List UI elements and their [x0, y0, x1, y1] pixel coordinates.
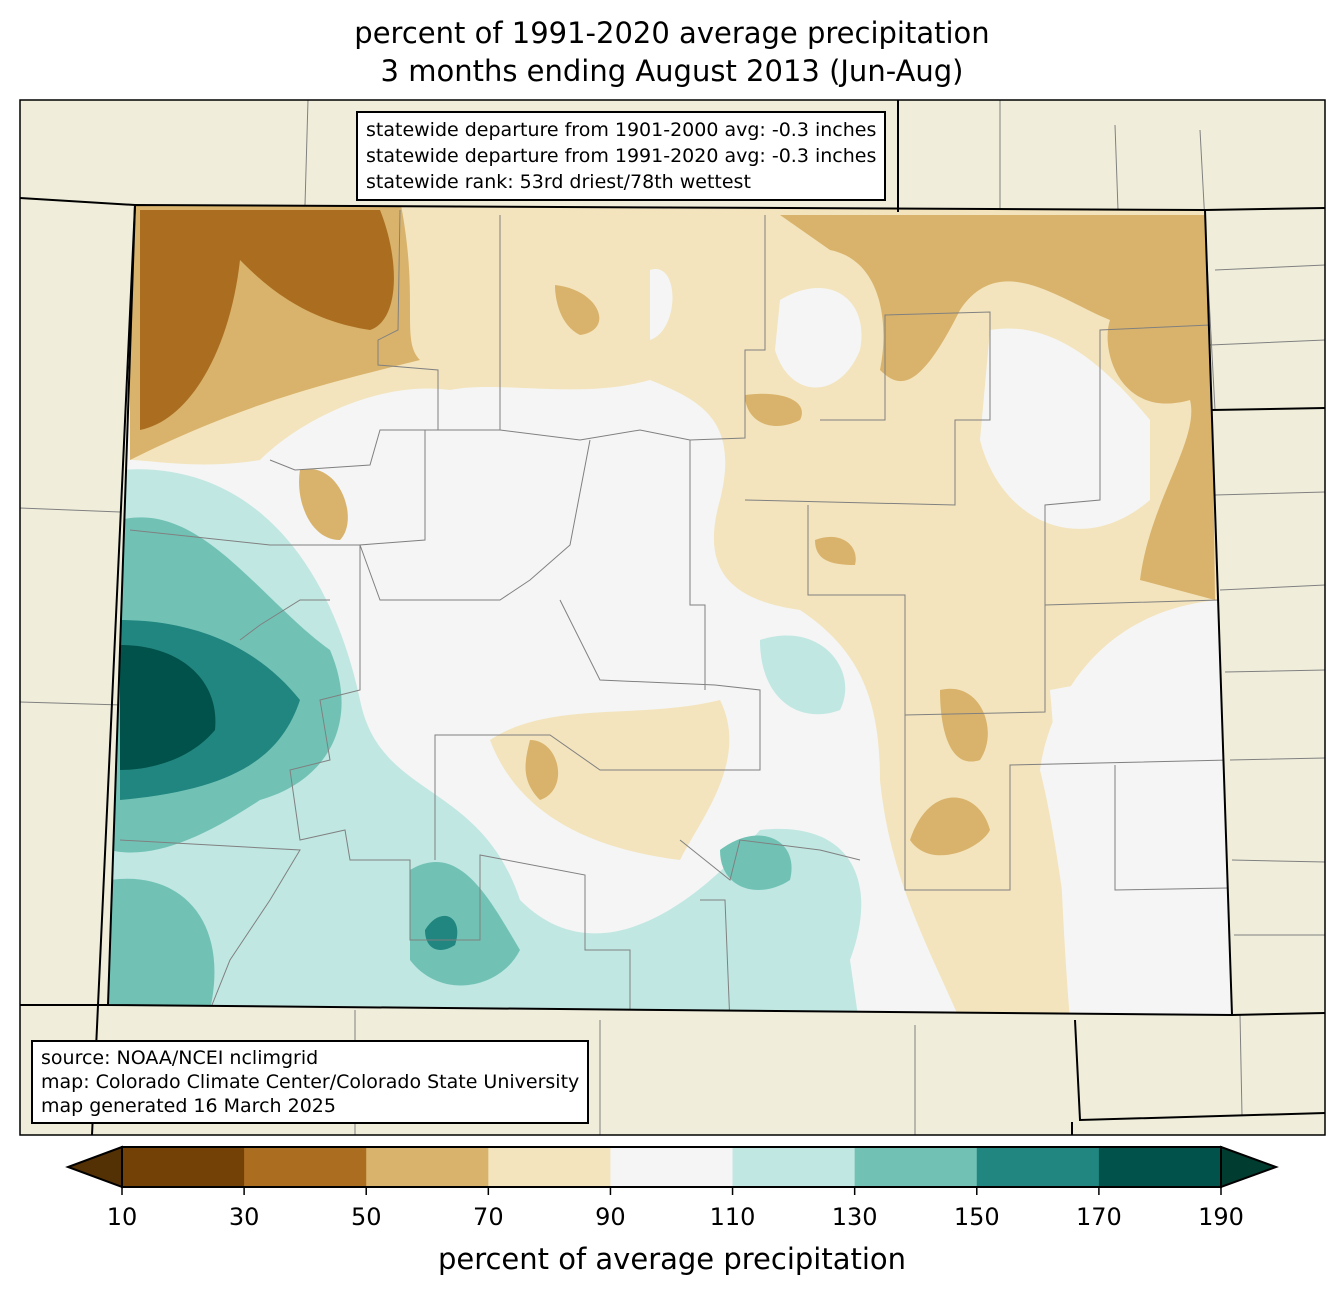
colorbar-segment	[488, 1147, 611, 1187]
title-line-2: 3 months ending August 2013 (Jun-Aug)	[380, 54, 964, 88]
colorbar-tick-label: 170	[1075, 1203, 1122, 1231]
county-lines	[119, 209, 1231, 1015]
colorbar-segment	[610, 1147, 734, 1187]
colorbar-under-arrow	[65, 1145, 123, 1189]
departure-1991-2020: statewide departure from 1991-2020 avg: …	[366, 145, 877, 167]
colorbar	[65, 1145, 1279, 1195]
colorbar-tick-label: 110	[709, 1203, 756, 1231]
colorbar-segment	[244, 1147, 367, 1187]
colorbar-outline	[121, 1146, 1222, 1188]
statewide-stats-box: statewide departure from 1901-2000 avg: …	[356, 111, 887, 201]
title-line-1: percent of 1991-2020 average precipitati…	[354, 16, 990, 50]
colorbar-tick-label: 10	[106, 1203, 138, 1231]
source-box: source: NOAA/NCEI nclimgrid map: Colorad…	[31, 1040, 590, 1124]
colorbar-tick-label: 70	[473, 1203, 504, 1231]
colorbar-tick-label: 30	[228, 1203, 260, 1231]
colorbar-tick-label: 150	[953, 1203, 1000, 1231]
colorbar-over-arrow	[1220, 1145, 1279, 1189]
map-frame	[19, 99, 1326, 1136]
colorbar-label: percent of average precipitation	[437, 1242, 907, 1276]
departure-1901-2000: statewide departure from 1901-2000 avg: …	[366, 119, 877, 141]
colorbar-segment	[1098, 1147, 1222, 1187]
source-text: source: NOAA/NCEI nclimgrid	[41, 1047, 319, 1069]
colorbar-segment	[366, 1147, 489, 1187]
precipitation-field	[108, 205, 1232, 1015]
colorbar-segment	[854, 1147, 978, 1187]
colorbar-tick-label: 130	[831, 1203, 878, 1231]
colorbar-tick-label: 190	[1198, 1203, 1244, 1231]
colorbar-segment	[122, 1147, 245, 1187]
colorbar-segment	[732, 1147, 856, 1187]
colorbar-tick-label: 90	[595, 1203, 626, 1231]
statewide-rank: statewide rank: 53rd driest/78th wettest	[366, 171, 751, 193]
neighbor-state-borders	[19, 100, 1326, 1136]
colorbar-segment	[976, 1147, 1100, 1187]
generated-date-text: map generated 16 March 2025	[41, 1095, 336, 1117]
map-credit-text: map: Colorado Climate Center/Colorado St…	[41, 1071, 580, 1093]
colorbar-tick-label: 50	[350, 1203, 382, 1231]
